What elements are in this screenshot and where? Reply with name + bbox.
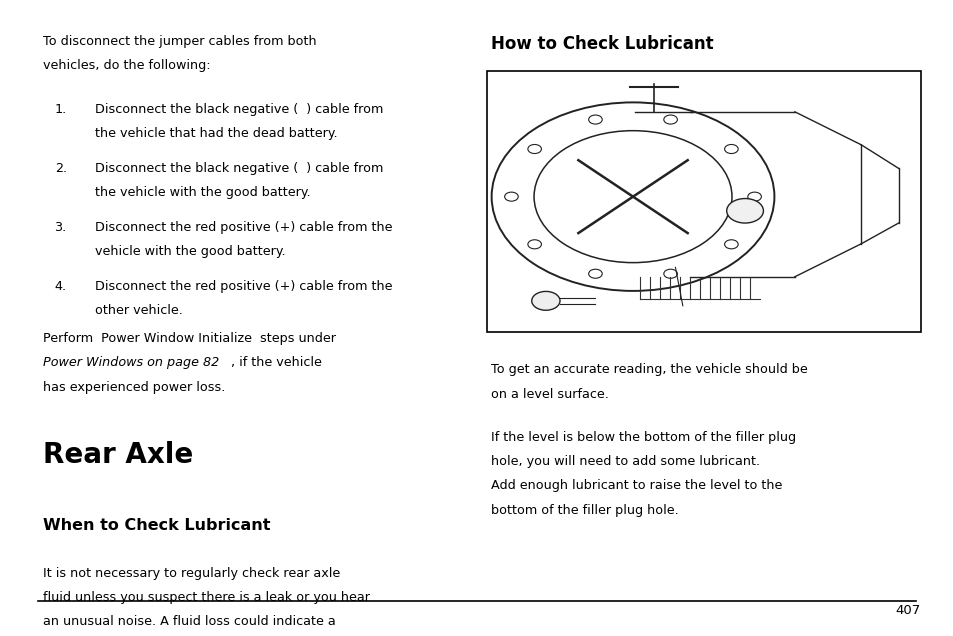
- Text: fluid unless you suspect there is a leak or you hear: fluid unless you suspect there is a leak…: [43, 591, 370, 604]
- Text: 3.: 3.: [54, 221, 67, 234]
- Circle shape: [663, 269, 677, 279]
- Circle shape: [726, 198, 762, 223]
- Circle shape: [588, 115, 601, 124]
- Text: 2.: 2.: [54, 162, 67, 175]
- Text: bottom of the filler plug hole.: bottom of the filler plug hole.: [491, 504, 679, 516]
- Circle shape: [527, 144, 541, 153]
- Text: Add enough lubricant to raise the level to the: Add enough lubricant to raise the level …: [491, 480, 781, 492]
- Text: 4.: 4.: [54, 280, 67, 293]
- Text: Disconnect the red positive (+) cable from the: Disconnect the red positive (+) cable fr…: [95, 280, 393, 293]
- Text: It is not necessary to regularly check rear axle: It is not necessary to regularly check r…: [43, 567, 340, 579]
- FancyBboxPatch shape: [486, 71, 920, 332]
- Text: How to Check Lubricant: How to Check Lubricant: [491, 35, 713, 53]
- Text: has experienced power loss.: has experienced power loss.: [43, 380, 225, 394]
- Circle shape: [724, 144, 738, 153]
- Circle shape: [724, 240, 738, 249]
- Text: When to Check Lubricant: When to Check Lubricant: [43, 518, 270, 534]
- Text: an unusual noise. A fluid loss could indicate a: an unusual noise. A fluid loss could ind…: [43, 615, 335, 628]
- Text: Perform  Power Window Initialize  steps under: Perform Power Window Initialize steps un…: [43, 332, 335, 345]
- Text: hole, you will need to add some lubricant.: hole, you will need to add some lubrican…: [491, 455, 760, 468]
- Circle shape: [531, 291, 559, 310]
- Text: Disconnect the black negative (  ) cable from: Disconnect the black negative ( ) cable …: [95, 102, 383, 116]
- Circle shape: [663, 115, 677, 124]
- Text: To disconnect the jumper cables from both: To disconnect the jumper cables from bot…: [43, 35, 316, 48]
- Text: on a level surface.: on a level surface.: [491, 387, 609, 401]
- Circle shape: [527, 240, 541, 249]
- Circle shape: [588, 269, 601, 279]
- Text: 1.: 1.: [54, 102, 67, 116]
- Text: the vehicle that had the dead battery.: the vehicle that had the dead battery.: [95, 127, 337, 140]
- Text: vehicles, do the following:: vehicles, do the following:: [43, 59, 211, 72]
- Text: Disconnect the red positive (+) cable from the: Disconnect the red positive (+) cable fr…: [95, 221, 393, 234]
- Text: , if the vehicle: , if the vehicle: [231, 356, 321, 370]
- Circle shape: [504, 192, 517, 201]
- Text: 407: 407: [895, 604, 920, 617]
- Text: Power Windows on page 82: Power Windows on page 82: [43, 356, 219, 370]
- Text: other vehicle.: other vehicle.: [95, 305, 183, 317]
- Text: If the level is below the bottom of the filler plug: If the level is below the bottom of the …: [491, 431, 796, 444]
- Circle shape: [747, 192, 760, 201]
- Text: vehicle with the good battery.: vehicle with the good battery.: [95, 245, 286, 258]
- Text: Disconnect the black negative (  ) cable from: Disconnect the black negative ( ) cable …: [95, 162, 383, 175]
- Text: the vehicle with the good battery.: the vehicle with the good battery.: [95, 186, 311, 199]
- Text: Rear Axle: Rear Axle: [43, 441, 193, 469]
- Text: To get an accurate reading, the vehicle should be: To get an accurate reading, the vehicle …: [491, 363, 807, 377]
